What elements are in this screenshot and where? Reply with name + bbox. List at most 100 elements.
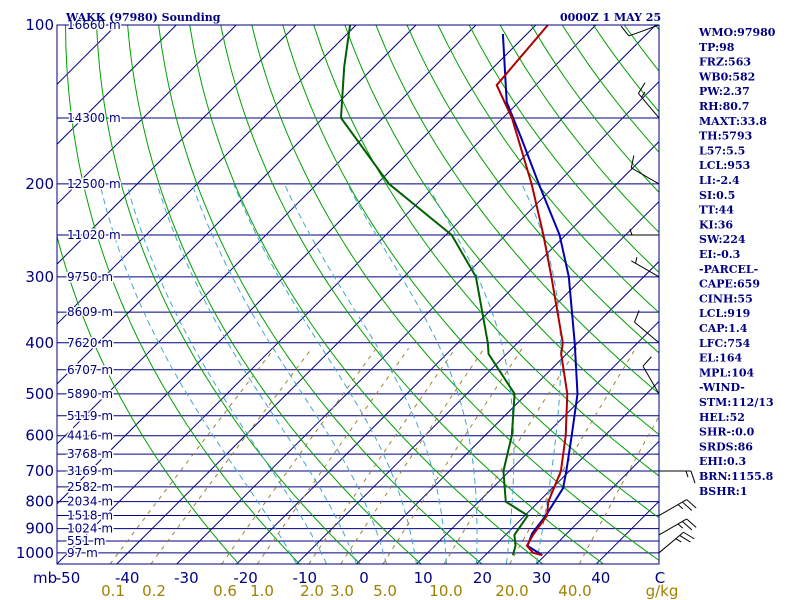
index-item: CAP:1.4 — [699, 322, 748, 335]
index-item: EHI:0.3 — [699, 455, 746, 468]
temperature-label: -10 — [293, 569, 318, 587]
index-item: SHR-:0.0 — [699, 426, 755, 439]
temperature-label: -20 — [233, 569, 258, 587]
moist-adiabat — [126, 183, 327, 564]
index-item: MAXT:33.8 — [699, 115, 767, 128]
pressure-label: 900 — [25, 520, 54, 538]
wind-barbs — [620, 24, 697, 554]
mixing-ratio-label: 10.0 — [429, 582, 462, 600]
height-label: 2034 m — [67, 495, 113, 509]
mixing-ratio-line — [382, 348, 523, 564]
moist-adiabat — [156, 183, 357, 564]
dry-adiabat-lines — [57, 25, 659, 564]
isotherm-line — [57, 25, 177, 145]
temperature-labels: -50 -40 -30 -20 -10 0 10 20 30 40 C — [56, 569, 665, 587]
wind-barb — [620, 24, 660, 37]
index-item: SI:0.5 — [699, 189, 735, 202]
pressure-label: 200 — [25, 175, 54, 193]
index-item: BSHR:1 — [699, 485, 748, 498]
dry-adiabat — [189, 25, 544, 564]
dry-adiabat — [313, 25, 659, 477]
height-label: 11020 m — [67, 228, 121, 242]
isotherm-line — [236, 140, 659, 564]
pressure-label: 800 — [25, 493, 54, 511]
isotherm-line — [57, 25, 297, 265]
mixing-ratio-label: 5.0 — [373, 582, 397, 600]
mixing-ratio-line — [578, 415, 659, 564]
index-item: TH:5793 — [699, 130, 752, 143]
sounding-profiles — [339, 25, 579, 557]
valid-time: 0000Z 1 MAY 25 — [560, 11, 661, 24]
moist-adiabat — [233, 183, 417, 564]
station-title: WAKK (97980) Sounding — [65, 11, 221, 24]
wind-barb — [658, 518, 697, 536]
mixing-ratio-labels: 0.1 0.2 0.6 1.0 2.0 3.0 5.0 10.0 20.0 40.0 g/kg — [101, 582, 678, 600]
height-label: 6707 m — [67, 363, 113, 377]
height-labels: 16660 m 14300 m 12500 m 11020 m 9750 m 8609 m… — [66, 17, 123, 562]
index-item: LCL:953 — [699, 159, 750, 172]
wind-barb — [658, 499, 697, 516]
index-item: EI:-0.3 — [699, 248, 740, 261]
parcel-path — [501, 33, 579, 556]
isotherm-line — [116, 25, 657, 564]
wind-barb — [631, 257, 660, 278]
moist-adiabat — [99, 183, 298, 564]
index-item: EL:164 — [699, 352, 742, 365]
isotherm-line — [57, 25, 417, 385]
moist-adiabat — [191, 183, 387, 564]
index-item: CINH:55 — [699, 292, 753, 305]
mixing-ratio-line — [509, 348, 637, 564]
plot-frame — [56, 24, 660, 565]
wind-barb — [634, 310, 660, 344]
mixing-ratio-line — [150, 348, 313, 564]
height-label: 2582 m — [67, 480, 113, 494]
wind-barb — [627, 228, 659, 236]
dry-adiabat — [65, 25, 300, 564]
height-label: 5890 m — [67, 387, 113, 401]
height-label: 97 m — [67, 546, 98, 560]
temperature-label: 30 — [532, 569, 551, 587]
temperature-label: -50 — [56, 569, 81, 587]
dry-adiabat — [468, 25, 659, 274]
mixing-ratio-label: 1.0 — [250, 582, 274, 600]
dry-adiabat — [375, 25, 659, 395]
isotherm-line — [57, 25, 537, 505]
index-item: -PARCEL- — [699, 263, 758, 276]
mixing-ratio-line — [109, 348, 275, 564]
mixing-ratio-label: 3.0 — [330, 582, 354, 600]
index-item: LFC:754 — [699, 337, 751, 350]
isotherm-line — [57, 25, 237, 205]
height-label: 12500 m — [67, 177, 121, 191]
mixing-ratio-label: 0.6 — [213, 582, 237, 600]
dry-adiabat — [57, 234, 240, 564]
moist-adiabat — [426, 183, 515, 564]
index-item: WB0:582 — [698, 70, 755, 83]
mixing-ratio-line — [221, 348, 377, 564]
dry-adiabat — [127, 25, 422, 564]
height-label: 16660 m — [67, 18, 121, 32]
height-label: 1518 m — [67, 509, 113, 523]
moist-adiabat-lines — [99, 183, 562, 564]
mixing-ratio-label: 20.0 — [495, 582, 528, 600]
temperature-label: -30 — [174, 569, 199, 587]
wind-barb — [658, 531, 695, 554]
pressure-label: 600 — [25, 427, 54, 445]
background-grid — [57, 25, 659, 564]
dry-adiabat — [282, 25, 659, 519]
temperature-label: 0 — [359, 569, 369, 587]
height-label: 4416 m — [67, 429, 113, 443]
dry-adiabat — [158, 25, 483, 564]
dewpoint-profile — [339, 25, 530, 556]
index-item: TT:44 — [699, 204, 734, 217]
pressure-label: 100 — [25, 16, 54, 34]
dry-adiabat — [437, 25, 659, 314]
height-label: 1024 m — [67, 522, 113, 536]
mixing-ratio-label: 2.0 — [300, 582, 324, 600]
index-item: WMO:97980 — [698, 26, 776, 39]
dry-adiabat — [251, 25, 659, 561]
index-item: LI:-2.4 — [699, 174, 740, 187]
moist-adiabat — [283, 183, 447, 564]
wind-barb — [642, 356, 660, 395]
